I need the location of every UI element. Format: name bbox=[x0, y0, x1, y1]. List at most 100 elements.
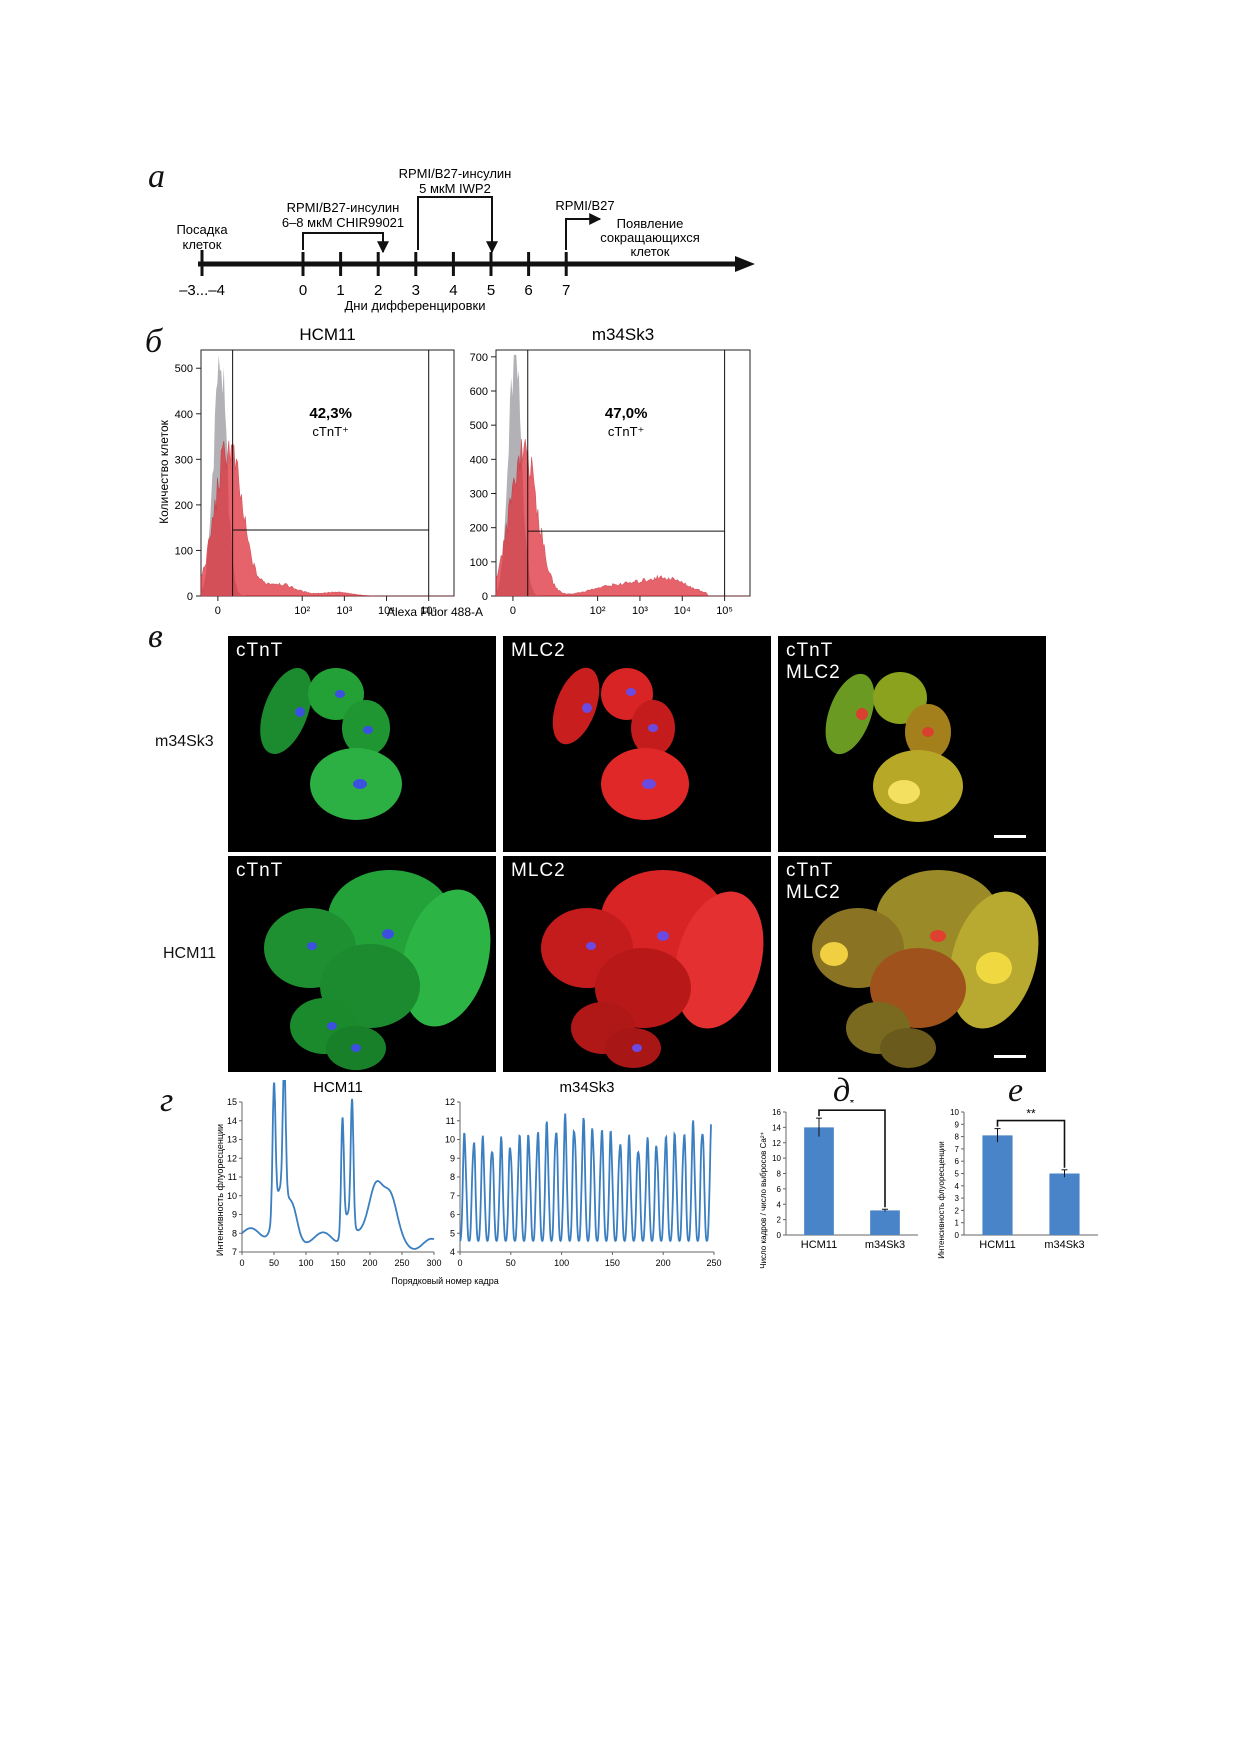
y-tick-label: 0 bbox=[777, 1231, 782, 1240]
flow-title: HCM11 bbox=[299, 325, 355, 344]
significance-marker: * bbox=[850, 1100, 855, 1110]
day-tick-label: 5 bbox=[487, 282, 495, 299]
y-tick-label: 6 bbox=[955, 1157, 960, 1166]
y-tick-label: 4 bbox=[450, 1247, 455, 1257]
y-tick-label: 500 bbox=[470, 420, 488, 432]
seeding-label-line1: Посадка bbox=[176, 222, 228, 237]
bar-d-ylabel: Число кадров / число выбросов Ca²⁺ bbox=[759, 1131, 768, 1269]
y-tick-label: 600 bbox=[470, 386, 488, 398]
y-tick-label: 14 bbox=[227, 1116, 237, 1126]
channel-label: MLC2 bbox=[511, 860, 566, 881]
bar-chart-d: 0 2 4 6 8 10 12 14 16 HCM11 m34Sk3 * bbox=[772, 1100, 918, 1251]
micro-hcm11-merge: cTnT MLC2 bbox=[778, 856, 1046, 1072]
flow-cytometry-panel: Количество клеток Alexa Fluor 488-A HCM1… bbox=[157, 325, 751, 619]
y-tick-label: 10 bbox=[227, 1191, 237, 1201]
calcium-traces-panel: Интенсивность флуоресценции Порядковый н… bbox=[215, 1080, 722, 1286]
category-label: m34Sk3 bbox=[865, 1239, 905, 1251]
x-tick-label: 250 bbox=[706, 1258, 721, 1268]
channel-label: cTnT MLC2 bbox=[786, 860, 841, 903]
x-tick-label: 10² bbox=[590, 605, 606, 617]
calcium-trace-m34sk3: m34Sk3 4 5 6 7 8 9 10 11 12 0 50 100 150 200 250 bbox=[445, 1080, 722, 1268]
fluorescence-trace bbox=[459, 1113, 712, 1243]
y-tick-label: 300 bbox=[470, 489, 488, 501]
flow-histogram-m34sk3: m34Sk3 0 100 200 300 400 500 600 700 0 10² 10³ 10⁴ 10… bbox=[470, 325, 751, 617]
b27-arrow bbox=[565, 213, 602, 250]
x-tick-label: 200 bbox=[656, 1258, 671, 1268]
gate-percent: 42,3% bbox=[309, 405, 352, 422]
panel-label-a: а bbox=[148, 158, 165, 195]
y-tick-label: 12 bbox=[445, 1097, 455, 1107]
gate-marker: cTnT⁺ bbox=[608, 424, 644, 439]
channel-label: cTnT bbox=[236, 860, 284, 881]
y-tick-label: 10 bbox=[772, 1154, 781, 1163]
step3-label: RPMI/B27 bbox=[555, 198, 614, 213]
x-tick-label: 10⁵ bbox=[420, 605, 437, 617]
x-tick-label: 0 bbox=[510, 605, 516, 617]
y-tick-label: 1 bbox=[955, 1219, 960, 1228]
step1-line1: RPMI/B27-инсулин bbox=[287, 200, 400, 215]
panel-label-d: д bbox=[833, 1072, 851, 1109]
trace-title: HCM11 bbox=[313, 1080, 363, 1096]
micro-m34sk3-ctnt: cTnT bbox=[228, 636, 496, 852]
panel-label-b: б bbox=[145, 323, 163, 360]
differentiation-timeline: –3...–4 Посадка клеток 0 1 2 3 4 5 6 7 Дни дифф… bbox=[176, 166, 755, 313]
x-tick-label: 50 bbox=[269, 1258, 279, 1268]
flow-histogram-hcm11: HCM11 0 100 200 300 400 500 0 10² 10³ 10⁴ 10⁵ 42,3% c… bbox=[175, 325, 455, 617]
day-tick-label: 3 bbox=[412, 282, 420, 299]
y-tick-label: 2 bbox=[955, 1206, 960, 1215]
seeding-days-label: –3...–4 bbox=[179, 282, 225, 299]
significance-bracket bbox=[818, 1109, 886, 1208]
day-tick-label: 7 bbox=[562, 282, 570, 299]
bar-charts-panel: Число кадров / число выбросов Ca²⁺ Интен… bbox=[759, 1100, 1098, 1269]
category-label: HCM11 bbox=[979, 1239, 1015, 1251]
y-tick-label: 5 bbox=[955, 1170, 960, 1179]
y-tick-label: 3 bbox=[955, 1194, 960, 1203]
y-tick-label: 200 bbox=[470, 523, 488, 535]
y-tick-label: 2 bbox=[777, 1216, 782, 1225]
gate-percent: 47,0% bbox=[605, 405, 648, 422]
y-tick-label: 6 bbox=[777, 1185, 782, 1194]
significance-bracket bbox=[996, 1119, 1066, 1168]
iwp2-bracket bbox=[417, 196, 498, 254]
contracting-line1: Появление bbox=[617, 216, 684, 231]
y-tick-label: 8 bbox=[777, 1170, 782, 1179]
significance-marker: ** bbox=[1026, 1107, 1036, 1121]
x-tick-label: 50 bbox=[506, 1258, 516, 1268]
x-tick-label: 10³ bbox=[336, 605, 352, 617]
y-tick-label: 5 bbox=[450, 1228, 455, 1238]
channel-label: MLC2 bbox=[511, 640, 566, 661]
day-tick-label: 2 bbox=[374, 282, 382, 299]
gate-marker: cTnT⁺ bbox=[312, 424, 348, 439]
micro-row-label-m34sk3: m34Sk3 bbox=[155, 733, 214, 750]
y-tick-label: 100 bbox=[175, 545, 193, 557]
seeding-label-line2: клеток bbox=[183, 237, 222, 252]
y-tick-label: 8 bbox=[232, 1228, 237, 1238]
micro-row-label-hcm11: HCM11 bbox=[163, 945, 217, 962]
micro-hcm11-ctnt: cTnT bbox=[228, 856, 496, 1072]
timeline-axis-label: Дни дифференцировки bbox=[345, 298, 486, 313]
y-tick-label: 11 bbox=[228, 1172, 237, 1182]
bar bbox=[1049, 1173, 1080, 1235]
y-tick-label: 7 bbox=[232, 1247, 237, 1257]
scale-bar bbox=[994, 1055, 1026, 1058]
y-tick-label: 12 bbox=[227, 1153, 237, 1163]
x-tick-label: 10² bbox=[294, 605, 310, 617]
y-tick-label: 0 bbox=[482, 591, 488, 603]
contracting-line2: сокращающихся bbox=[600, 230, 700, 245]
x-tick-label: 0 bbox=[215, 605, 221, 617]
y-tick-label: 0 bbox=[187, 591, 193, 603]
x-tick-label: 0 bbox=[457, 1258, 462, 1268]
bar-chart-e: 0 1 2 3 4 5 6 7 8 9 10 HCM11 m34Sk3 ** bbox=[950, 1107, 1098, 1251]
panel-label-g: г bbox=[160, 1082, 174, 1119]
x-tick-label: 200 bbox=[362, 1258, 377, 1268]
y-tick-label: 15 bbox=[227, 1097, 237, 1107]
step2-line1: RPMI/B27-инсулин bbox=[399, 166, 512, 181]
bar bbox=[804, 1127, 834, 1235]
x-tick-label: 100 bbox=[298, 1258, 313, 1268]
y-tick-label: 4 bbox=[955, 1182, 960, 1191]
y-tick-label: 13 bbox=[227, 1135, 237, 1145]
ctnt-histogram bbox=[495, 438, 750, 597]
y-tick-label: 7 bbox=[955, 1145, 960, 1154]
ctnt-histogram bbox=[200, 440, 454, 597]
micro-m34sk3-mlc2: MLC2 bbox=[503, 636, 771, 852]
